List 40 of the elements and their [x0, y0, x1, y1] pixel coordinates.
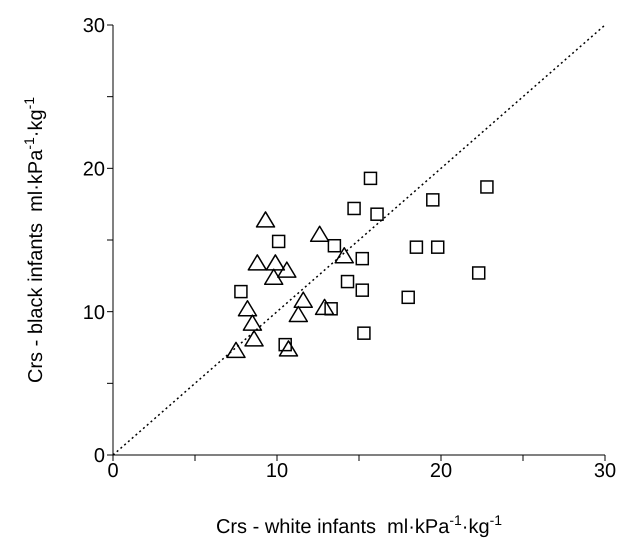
point	[347, 202, 361, 216]
x-axis-title: Crs - white infants ml·kPa$^{-1}$·kg$^{-1}$	[216, 512, 502, 538]
point	[234, 284, 248, 298]
point	[426, 193, 440, 207]
x-tick-label: 10	[266, 460, 288, 482]
point	[256, 211, 276, 228]
point	[238, 300, 258, 317]
point	[272, 234, 286, 248]
point	[264, 268, 284, 286]
point	[340, 274, 354, 288]
point	[410, 240, 424, 254]
point	[310, 226, 330, 242]
y-tick-label: 30	[82, 15, 105, 38]
point	[480, 180, 494, 194]
y-tick-label: 20	[82, 158, 105, 180]
point	[293, 291, 313, 308]
x-tick-label: 30	[594, 460, 616, 482]
y-tick-label: 10	[82, 302, 105, 324]
point	[288, 306, 308, 322]
x-tick-label: 0	[107, 460, 119, 482]
point	[370, 207, 384, 221]
point	[472, 266, 486, 280]
point	[248, 254, 268, 271]
point	[244, 330, 264, 347]
point	[356, 283, 370, 297]
point	[364, 172, 378, 186]
point	[356, 252, 370, 266]
point	[314, 298, 334, 316]
point	[334, 247, 354, 264]
point	[278, 340, 298, 357]
point	[357, 326, 371, 340]
point	[266, 254, 286, 271]
point	[242, 314, 262, 331]
x-tick-label: 20	[430, 460, 452, 482]
y-tick-label: 0	[94, 445, 105, 468]
point	[226, 342, 246, 358]
point	[401, 290, 415, 304]
point	[328, 238, 342, 252]
point	[430, 240, 444, 254]
point	[277, 261, 297, 278]
